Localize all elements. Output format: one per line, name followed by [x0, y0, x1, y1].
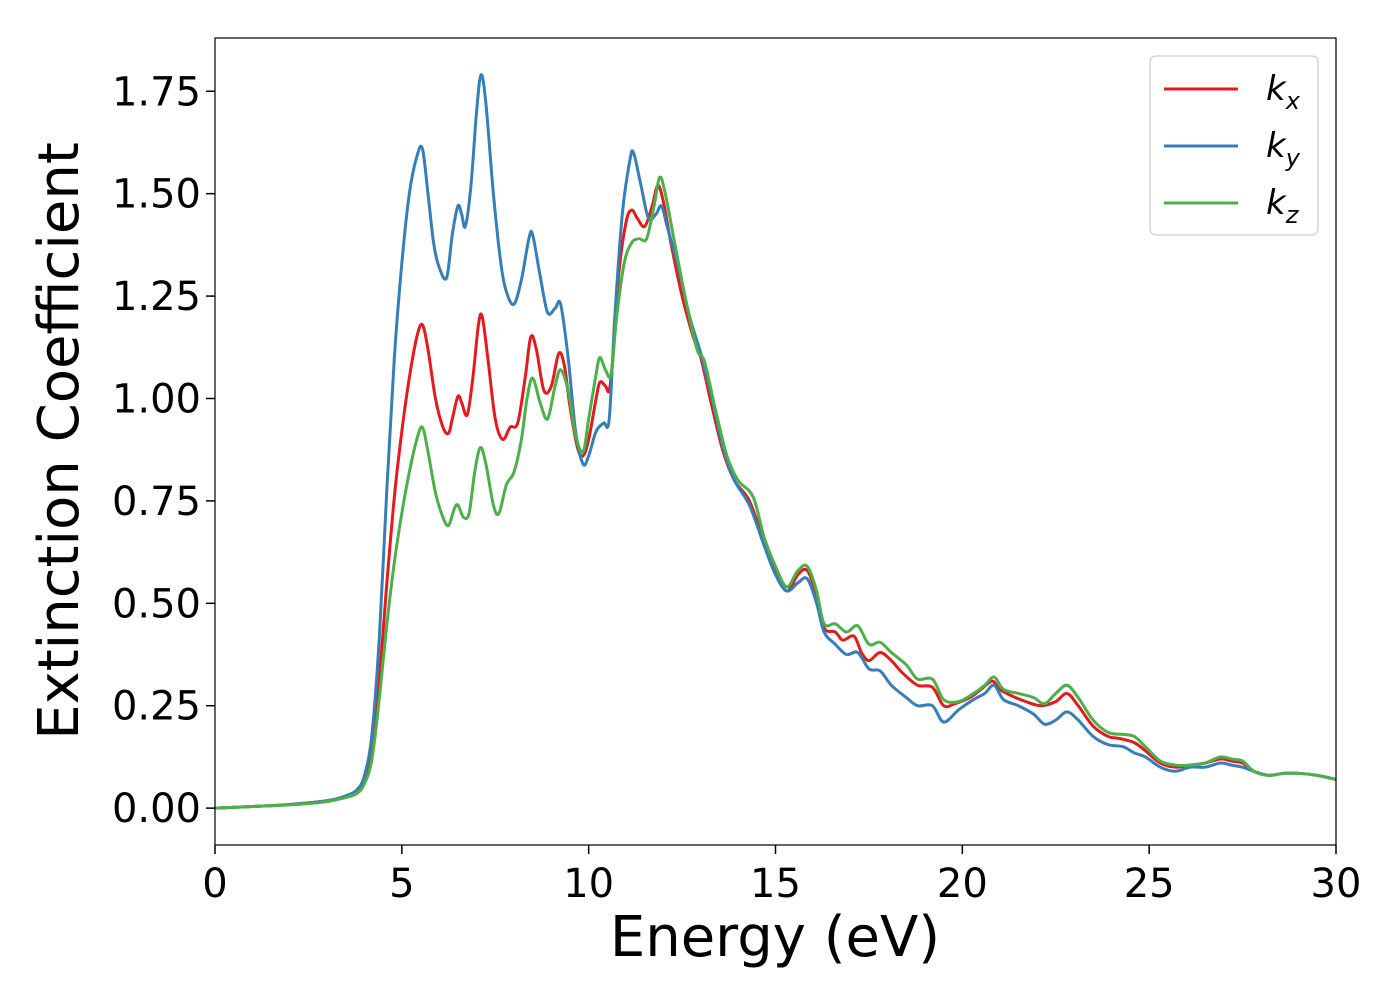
y-tick-label: 1.75 [112, 69, 201, 115]
x-tick-label: 5 [389, 861, 414, 907]
y-tick-label: 1.25 [112, 274, 201, 320]
x-axis: 0 5 10 15 20 25 30 [202, 845, 1361, 907]
legend-label-ky: ky [1266, 126, 1301, 172]
y-tick-label: 0.75 [112, 479, 201, 525]
legend-label-kz: kz [1266, 183, 1300, 229]
x-tick-label: 10 [563, 861, 614, 907]
y-tick-label: 1.50 [112, 172, 201, 218]
x-tick-label: 20 [937, 861, 988, 907]
y-tick-label: 0.25 [112, 684, 201, 730]
legend: kx ky kz [1149, 55, 1319, 236]
series-line-ky [215, 73, 1336, 810]
x-tick-label: 15 [750, 861, 801, 907]
x-tick-label: 30 [1311, 861, 1362, 907]
x-axis-title: Energy (eV) [610, 905, 940, 970]
y-axis: 0.00 0.25 0.50 0.75 1.00 1.25 1.50 1.75 [112, 69, 215, 832]
legend-label-kx: kx [1266, 69, 1301, 115]
y-tick-label: 1.00 [112, 376, 201, 422]
series-layer [215, 73, 1336, 810]
x-tick-label: 25 [1124, 861, 1175, 907]
x-tick-label: 0 [202, 861, 227, 907]
series-line-kx [215, 183, 1336, 810]
series-line-kz [215, 175, 1336, 810]
y-tick-label: 0.50 [112, 581, 201, 627]
y-axis-title: Extinction Coefficient [27, 142, 92, 740]
y-tick-label: 0.00 [112, 786, 201, 832]
